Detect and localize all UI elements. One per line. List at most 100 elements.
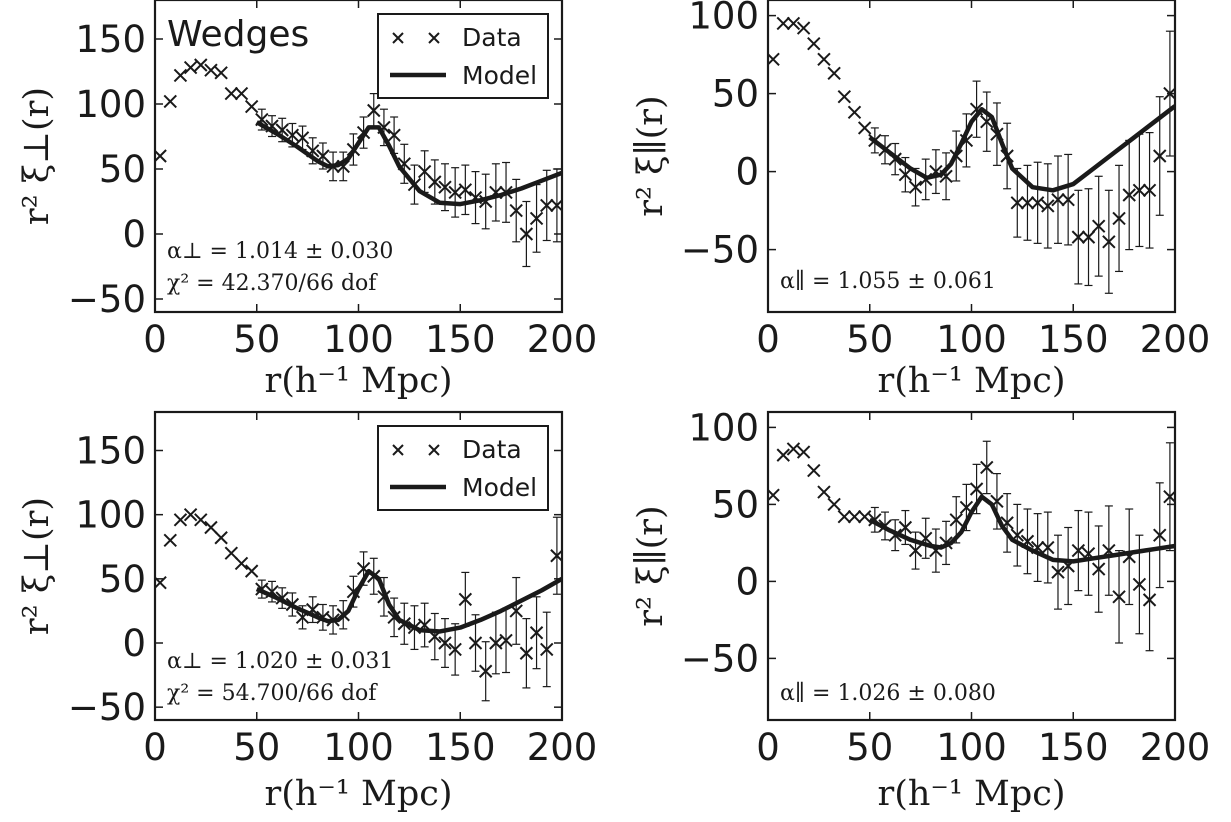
data-point (234, 86, 249, 101)
legend-box (377, 425, 549, 511)
x-axis-label: r(h⁻¹ Mpc) (264, 361, 452, 401)
y-tick-label: −50 (681, 229, 759, 272)
data-point (519, 227, 534, 241)
data-point (163, 94, 177, 109)
x-tick-label: 50 (846, 726, 893, 769)
annotation-text: α⊥ = 1.020 ± 0.031 (167, 649, 393, 674)
y-axis-label: r² ξ∥(r) (631, 95, 671, 216)
y-tick-label: −50 (68, 278, 146, 321)
x-tick-label: 150 (425, 318, 496, 361)
annotation-text: α⊥ = 1.014 ± 0.030 (167, 239, 393, 264)
data-point (847, 510, 862, 524)
data-point (807, 463, 821, 478)
data-point (387, 128, 401, 142)
data-point (1132, 577, 1147, 592)
plot-area (155, 58, 562, 268)
data-point (1020, 196, 1035, 210)
axes-frame (766, 410, 1177, 722)
data-point (367, 103, 381, 118)
data-point (499, 633, 513, 648)
x-tick-label: 100 (936, 726, 1007, 769)
data-point (183, 60, 198, 75)
legend-box (377, 13, 549, 99)
data-point (204, 520, 218, 535)
data-point (478, 664, 493, 678)
model-line (255, 568, 562, 634)
x-tick-label: 0 (143, 318, 167, 361)
data-point (438, 180, 452, 194)
data-point (417, 164, 432, 179)
x-tick-label: 100 (936, 318, 1007, 361)
data-point (529, 211, 544, 226)
data-point (949, 513, 963, 527)
x-tick-label: 200 (527, 726, 598, 769)
data-point (1142, 183, 1157, 198)
y-tick-label: 100 (688, 0, 759, 38)
chart-panel-4: 0 50 100 150 200 −50 0 50 100 r(h⁻¹ Mpc) r² ξ∥(r) α… (631, 406, 1210, 814)
data-point (1091, 219, 1106, 233)
data-point (458, 183, 473, 197)
x-tick-label: 0 (756, 726, 780, 769)
y-axis-label: r² ξ⊥(r) (17, 87, 57, 225)
data-point (550, 198, 562, 213)
data-point (244, 564, 259, 578)
axes-frame (766, 0, 1177, 314)
data-point (173, 68, 188, 83)
y-tick-label: 50 (712, 73, 759, 116)
data-point (214, 531, 228, 545)
data-point (1041, 540, 1055, 555)
data-point (827, 66, 841, 81)
data-point (1163, 86, 1175, 101)
data-point (194, 513, 208, 527)
data-point (1030, 196, 1045, 210)
data-point (827, 497, 841, 512)
data-point (519, 646, 534, 660)
data-point (796, 21, 811, 35)
x-tick-label: 150 (1038, 726, 1109, 769)
data-point (908, 543, 923, 558)
data-point (857, 510, 872, 524)
data-point (898, 520, 913, 535)
data-point (173, 513, 188, 527)
legend-label-model: Model (462, 473, 537, 502)
data-point (540, 198, 554, 213)
x-tick-label: 50 (233, 318, 280, 361)
data-point (768, 488, 780, 502)
data-point (295, 131, 310, 145)
x-tick-label: 200 (1140, 726, 1211, 769)
data-point (234, 556, 249, 571)
annotation-text: α∥ = 1.055 ± 0.061 (780, 269, 996, 294)
data-point (837, 90, 852, 104)
data-point (214, 66, 228, 80)
y-tick-label: −50 (68, 686, 146, 729)
legend-label-data: Data (462, 435, 522, 464)
plot-area (768, 440, 1175, 652)
data-point (1051, 565, 1065, 579)
data-point (1112, 590, 1126, 604)
x-axis-label: r(h⁻¹ Mpc) (264, 774, 452, 814)
data-point (980, 460, 994, 475)
data-point (529, 626, 544, 640)
data-point (1122, 188, 1136, 202)
annotation-text: χ² = 54.700/66 dof (167, 681, 378, 706)
data-point (1153, 149, 1167, 163)
annotation-text: α∥ = 1.026 ± 0.080 (780, 681, 996, 706)
data-point (204, 63, 218, 77)
x-tick-label: 150 (425, 726, 496, 769)
data-point (898, 168, 913, 182)
legend-marker (392, 32, 404, 44)
y-tick-label: 150 (75, 430, 146, 473)
legend-marker (392, 444, 404, 456)
data-point (847, 105, 862, 120)
panel-label: Wedges (167, 14, 309, 55)
data-point (163, 533, 177, 548)
y-tick-label: 50 (99, 148, 146, 191)
data-point (1112, 211, 1126, 226)
data-point (817, 52, 831, 66)
data-point (194, 58, 208, 72)
data-point (807, 36, 821, 51)
data-point (438, 636, 452, 650)
